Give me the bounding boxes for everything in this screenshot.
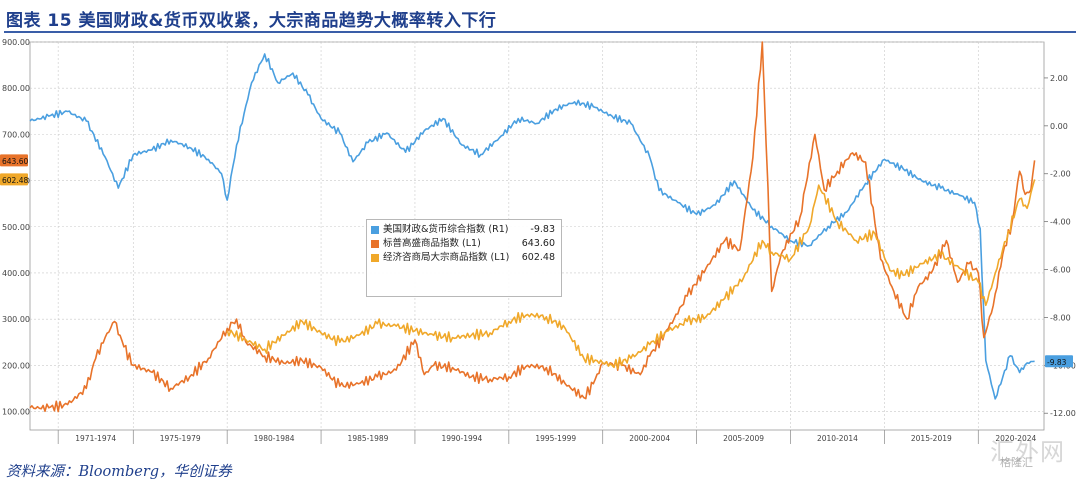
legend-label: 标普高盛商品指数 (L1) xyxy=(383,238,481,249)
legend-swatch-yellow xyxy=(371,254,379,262)
end-value-tag-2 xyxy=(0,173,28,186)
chart-svg: 100.00200.00300.00400.00500.00600.00700.… xyxy=(0,38,1076,444)
y-right-tick-label: -8.00 xyxy=(1050,313,1071,322)
legend-value: -9.83 xyxy=(530,224,555,235)
legend-value: 643.60 xyxy=(521,238,555,249)
x-tick-label: 1971-1974 xyxy=(75,434,116,443)
y-left-tick-label: 300.00 xyxy=(2,315,30,324)
watermark: 汇外网 xyxy=(990,438,1065,466)
legend-item-sp-gsci: 标普高盛商品指数 (L1) 643.60 xyxy=(371,237,557,251)
chart-container: 100.00200.00300.00400.00500.00600.00700.… xyxy=(0,36,1080,456)
y-left-tick-label: 900.00 xyxy=(2,38,30,47)
chart-legend: 美国财政&货币综合指数 (R1) -9.83 标普高盛商品指数 (L1) 643… xyxy=(366,219,562,297)
legend-label: 经济咨商局大宗商品指数 (L1) xyxy=(383,252,510,263)
legend-item-conference-board: 经济咨商局大宗商品指数 (L1) 602.48 xyxy=(371,251,557,265)
y-left-tick-label: 700.00 xyxy=(2,130,30,139)
watermark-sub: 格隆汇 xyxy=(1000,456,1033,469)
series-line-1 xyxy=(29,41,1036,413)
x-tick-label: 1980-1984 xyxy=(254,434,295,443)
x-tick-label: 1995-1999 xyxy=(535,434,576,443)
y-left-tick-label: 400.00 xyxy=(2,269,30,278)
y-right-tick-label: -6.00 xyxy=(1050,266,1071,275)
series-line-2 xyxy=(226,179,1036,370)
x-tick-label: 2010-2014 xyxy=(817,434,858,443)
end-value-label: 602.48 xyxy=(2,176,28,185)
x-tick-label: 1975-1979 xyxy=(160,434,201,443)
y-right-tick-label: -2.00 xyxy=(1050,170,1071,179)
chart-header: 图表 15 美国财政&货币双收紧，大宗商品趋势大概率转入下行 xyxy=(0,0,1080,34)
series-line-0 xyxy=(29,53,1035,400)
end-value-label: -9.83 xyxy=(1047,358,1067,367)
legend-item-fiscal-monetary: 美国财政&货币综合指数 (R1) -9.83 xyxy=(371,223,557,237)
y-right-tick-label: -4.00 xyxy=(1050,218,1071,227)
title-divider xyxy=(4,31,1076,33)
source-note: 资料来源：Bloomberg，华创证券 xyxy=(6,464,232,480)
y-left-tick-label: 800.00 xyxy=(2,84,30,93)
end-value-tag-0 xyxy=(1045,355,1073,368)
legend-swatch-orange xyxy=(371,240,379,248)
legend-value: 602.48 xyxy=(521,252,555,263)
legend-label: 美国财政&货币综合指数 (R1) xyxy=(383,224,509,235)
figure-title: 图表 15 美国财政&货币双收紧，大宗商品趋势大概率转入下行 xyxy=(6,11,497,31)
legend-swatch-blue xyxy=(371,226,379,234)
end-value-label: 643.60 xyxy=(2,157,28,166)
y-left-tick-label: 200.00 xyxy=(2,361,30,370)
y-left-tick-label: 500.00 xyxy=(2,223,30,232)
x-tick-label: 1985-1989 xyxy=(348,434,389,443)
x-tick-label: 2020-2024 xyxy=(995,434,1036,443)
x-tick-label: 2000-2004 xyxy=(629,434,670,443)
y-right-tick-label: 0.00 xyxy=(1050,122,1068,131)
y-left-tick-label: 100.00 xyxy=(2,408,30,417)
y-right-tick-label: 2.00 xyxy=(1050,74,1068,83)
end-value-tag-1 xyxy=(0,154,28,167)
x-tick-label: 2005-2009 xyxy=(723,434,764,443)
y-right-tick-label: -12.00 xyxy=(1050,409,1076,418)
x-tick-label: 1990-1994 xyxy=(441,434,482,443)
x-tick-label: 2015-2019 xyxy=(911,434,952,443)
